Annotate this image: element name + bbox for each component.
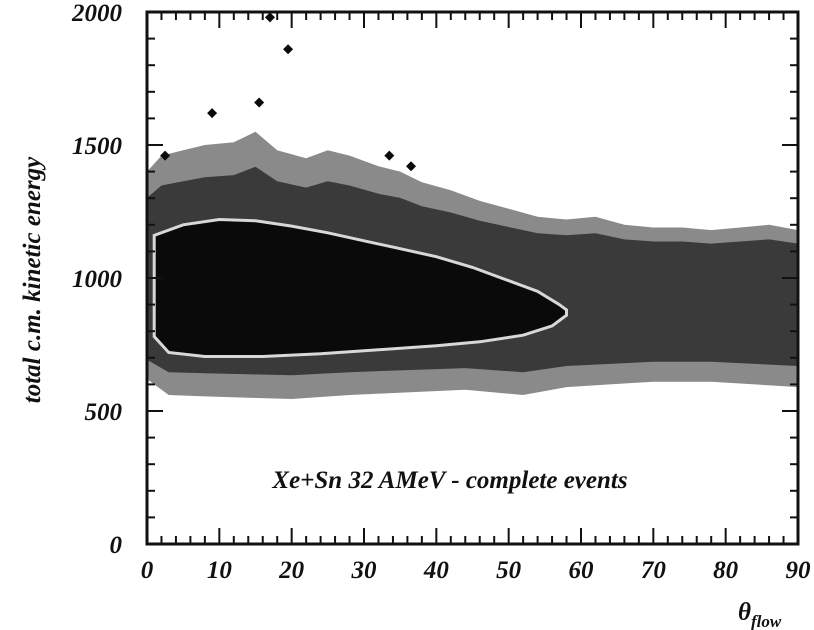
- isolated-point-5: [384, 150, 395, 161]
- density-contour-line: [152, 217, 568, 358]
- density-layer: [147, 12, 798, 399]
- x-tick-label-20: 20: [278, 557, 305, 584]
- isolated-points: [160, 12, 417, 172]
- x-axis-title: θflow: [738, 599, 782, 630]
- x-tick-label-40: 40: [423, 557, 450, 584]
- x-axis-title-symbol: θ: [738, 599, 751, 626]
- annotation-text: Xe+Sn 32 AMeV - complete events: [271, 467, 627, 494]
- x-tick-labels: 0 10 20 30 40 50 60 70 80 90: [141, 557, 811, 584]
- y-tick-label-1500: 1500: [72, 133, 123, 160]
- isolated-point-6: [406, 161, 417, 172]
- isolated-point-0: [264, 12, 275, 23]
- y-tick-label-500: 500: [85, 399, 123, 426]
- isolated-point-1: [283, 44, 294, 55]
- y-tick-label-2000: 2000: [71, 0, 123, 27]
- x-tick-label-0: 0: [141, 557, 154, 584]
- y-axis-title: total c.m. kinetic energy: [19, 156, 46, 403]
- x-tick-label-30: 30: [351, 557, 378, 584]
- y-tick-label-1000: 1000: [72, 266, 123, 293]
- x-tick-label-60: 60: [569, 557, 595, 584]
- isolated-point-3: [254, 97, 265, 108]
- x-tick-label-80: 80: [713, 557, 739, 584]
- y-tick-labels: 0 500 1000 1500 2000: [71, 0, 123, 559]
- x-tick-label-70: 70: [641, 557, 667, 584]
- x-tick-label-10: 10: [207, 557, 233, 584]
- x-tick-label-50: 50: [496, 557, 522, 584]
- y-tick-label-0: 0: [110, 532, 123, 559]
- x-axis-title-subscript: flow: [751, 612, 782, 630]
- x-tick-label-90: 90: [786, 557, 812, 584]
- isolated-point-4: [160, 150, 171, 161]
- isolated-point-2: [207, 108, 218, 119]
- dense-core-region: [154, 219, 567, 357]
- axis-ticks: [146, 11, 799, 545]
